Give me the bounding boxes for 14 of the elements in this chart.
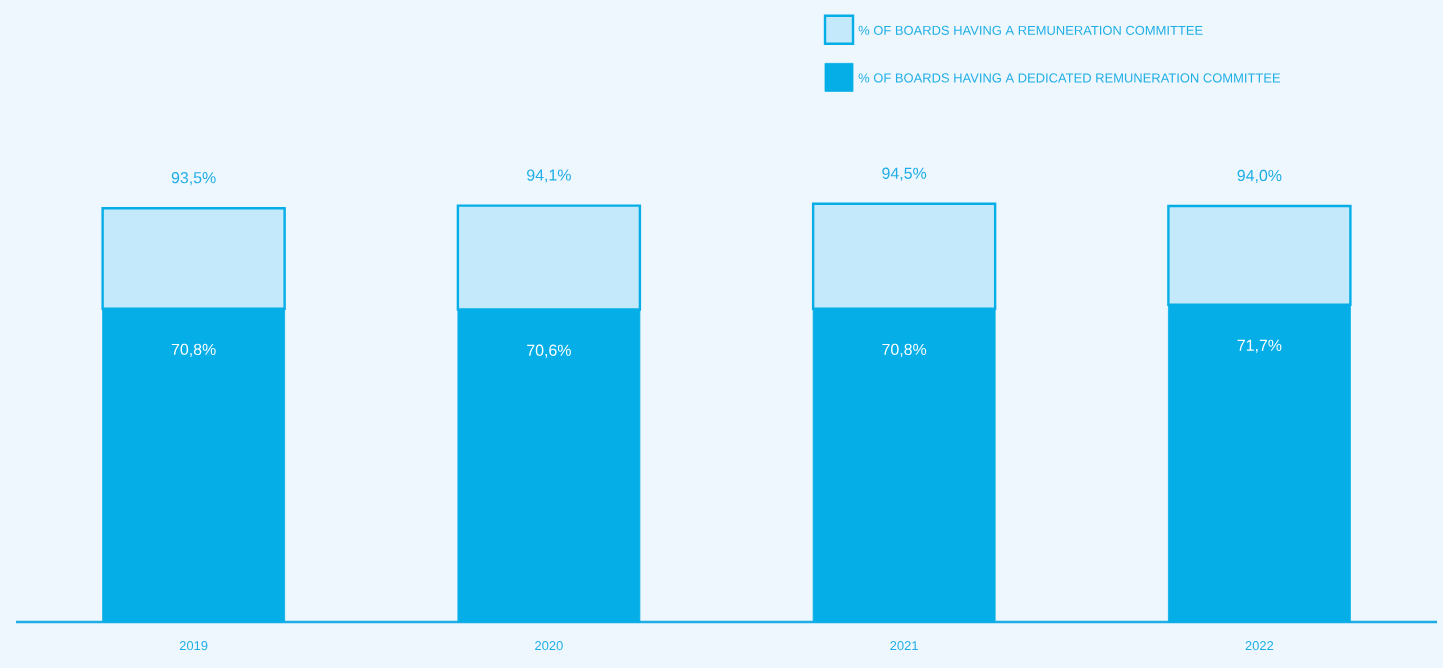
total-label: 94,5%	[882, 167, 927, 181]
total-label: 94,0%	[1237, 169, 1282, 183]
data-label: 70,8%	[171, 343, 216, 357]
total-label: 93,5%	[171, 172, 216, 186]
x-tick-label: 2020	[535, 641, 563, 651]
data-label: 70,8%	[882, 343, 927, 357]
x-tick-label: 2019	[179, 641, 208, 651]
legend-label: % OF BOARDS HAVING A DEDICATED REMUNERATION COMMITTEE	[858, 73, 1281, 83]
data-label: 70,6%	[527, 344, 571, 358]
total-label: 94,1%	[527, 169, 571, 183]
x-tick-label: 2021	[890, 641, 918, 651]
x-tick-label: 2022	[1245, 641, 1274, 651]
data-label: 71,7%	[1237, 339, 1282, 353]
legend-label: % OF BOARDS HAVING A REMUNERATION COMMITTEE	[858, 25, 1203, 35]
